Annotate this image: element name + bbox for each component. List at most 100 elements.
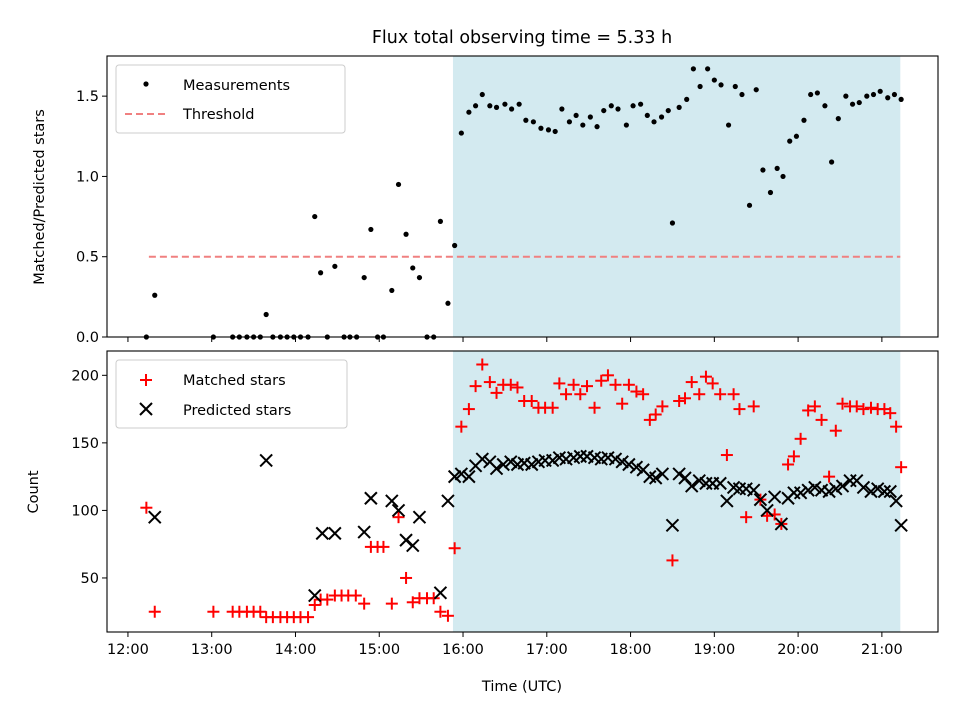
matched-star-point: [601, 369, 614, 382]
matched-star-point: [392, 511, 405, 524]
predicted-star-point: [308, 588, 322, 603]
predicted-star-point: [622, 457, 636, 472]
measurement-point: [665, 107, 671, 114]
measurement-point: [651, 119, 657, 125]
matched-star-point: [699, 370, 712, 383]
matched-star-point: [884, 407, 897, 420]
measurement-point: [705, 66, 711, 72]
matched-star-point: [740, 511, 753, 524]
matched-star-point: [302, 611, 315, 624]
measurement-point: [580, 122, 586, 128]
top-observing-region: [452, 56, 901, 337]
predicted-star-point: [767, 490, 782, 504]
y-tick-label: 1.5: [76, 89, 99, 105]
predicted-star-point: [433, 586, 448, 600]
predicted-star-point: [406, 538, 420, 553]
matched-star-point: [441, 609, 454, 622]
measurement-point: [658, 114, 665, 120]
y-tick-label: 0.0: [76, 330, 99, 346]
measurement-point: [403, 231, 409, 237]
x-tick-label: 17:00: [526, 642, 568, 658]
measurement-point: [530, 119, 536, 125]
y-tick-label: 200: [71, 368, 99, 384]
measurement-point: [395, 181, 402, 188]
bottom-legend-box: [115, 359, 348, 429]
measurement-point: [767, 189, 774, 196]
matched-star-point: [148, 605, 161, 618]
predicted-star-point: [412, 510, 427, 524]
x-tick-label: 13:00: [191, 642, 233, 658]
predicted-star-point: [328, 526, 342, 541]
bottom-y-axis-label: Count: [26, 470, 42, 513]
predicted-star-point: [148, 510, 162, 524]
matched-star-point: [525, 394, 538, 407]
measurement-point: [774, 165, 780, 171]
legend-matched-label: Matched stars: [183, 373, 286, 389]
matched-star-point: [637, 388, 650, 401]
predicted-star-point: [385, 494, 399, 508]
matched-star-point: [802, 404, 815, 417]
matched-star-point: [490, 386, 503, 399]
measurement-point: [697, 83, 703, 90]
predicted-star-point: [793, 486, 808, 500]
measurement-point: [502, 101, 508, 107]
predicted-star-point: [259, 453, 273, 468]
matched-star-point: [469, 380, 482, 393]
bottom-observing-region: [452, 351, 901, 632]
measurement-point: [760, 167, 766, 173]
measurement-point: [608, 103, 614, 109]
measurement-point: [587, 114, 593, 120]
predicted-star-point: [357, 525, 371, 539]
measurement-point: [711, 77, 717, 83]
measurement-point: [829, 159, 835, 165]
measurement-point: [864, 93, 870, 99]
matched-star-point: [553, 377, 566, 390]
matched-star-point: [588, 401, 601, 414]
matched-star-point: [747, 400, 760, 413]
measurement-point: [891, 91, 898, 98]
measurement-point: [523, 117, 529, 123]
predicted-star-point: [877, 484, 892, 499]
measurement-point: [361, 274, 367, 281]
measurement-point: [684, 96, 690, 102]
measurement-point: [822, 103, 828, 109]
predicted-star-point: [364, 491, 378, 505]
bottom-data-marks: [140, 358, 908, 624]
measurement-point: [843, 93, 849, 99]
matched-star-point: [714, 388, 727, 401]
measurement-point: [487, 103, 493, 109]
bottom-axes-frame: [106, 350, 939, 633]
predicted-star-point: [760, 503, 774, 518]
predicted-star-point: [685, 479, 699, 493]
measurement-point: [676, 104, 682, 110]
matched-star-point: [476, 358, 489, 371]
measurement-point: [630, 103, 636, 109]
matched-star-point: [666, 554, 679, 567]
measurement-point: [410, 265, 416, 271]
predicted-star-point: [648, 471, 663, 485]
measurement-point: [332, 263, 338, 269]
measurement-point: [801, 117, 807, 123]
measurement-point: [318, 270, 324, 276]
matched-star-point: [385, 597, 398, 610]
top-x-ticks: [127, 337, 883, 342]
predicted-star-point: [315, 526, 329, 541]
matched-star-point: [574, 388, 587, 401]
measurement-point: [644, 112, 650, 119]
matched-star-point: [377, 540, 390, 553]
measurement-point: [594, 124, 600, 130]
measurement-point: [718, 82, 724, 88]
measurement-point: [623, 122, 629, 128]
x-tick-label: 14:00: [275, 642, 317, 658]
measurement-point: [739, 91, 745, 98]
measurement-point: [552, 128, 558, 135]
predicted-star-point: [475, 452, 489, 466]
x-tick-label: 19:00: [693, 642, 735, 658]
measurement-point: [545, 127, 552, 133]
measurement-point: [814, 90, 820, 96]
matched-star-point: [308, 598, 321, 611]
matched-star-point: [630, 385, 643, 398]
predicted-star-point: [856, 480, 871, 495]
y-tick-label: 1.0: [76, 169, 99, 185]
matched-star-point: [895, 461, 908, 474]
